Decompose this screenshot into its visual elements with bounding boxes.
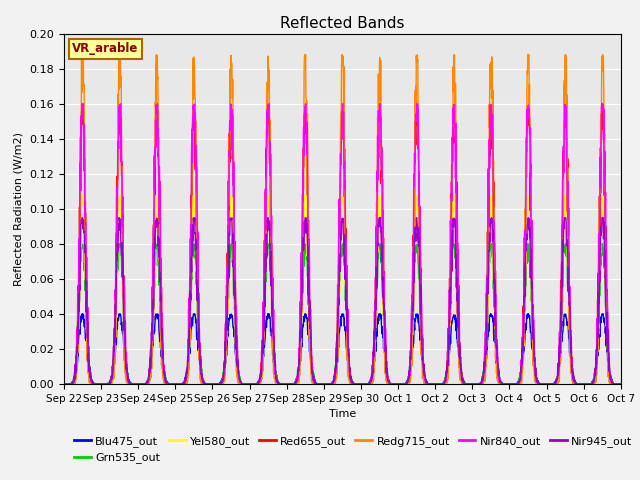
Blu475_out (504, 381, 512, 387)
Grn535_out (562, 241, 570, 247)
Nir945_out (617, 381, 625, 387)
Redg715_out (568, 371, 575, 377)
Nir945_out (598, 215, 606, 220)
Nir840_out (359, 381, 367, 387)
Red655_out (216, 381, 223, 387)
Yel580_out (216, 381, 223, 387)
Yel580_out (561, 192, 569, 198)
Text: VR_arable: VR_arable (72, 42, 139, 55)
Nir840_out (60, 381, 68, 387)
Nir840_out (339, 101, 346, 107)
Grn535_out (617, 381, 625, 387)
Redg715_out (504, 381, 512, 387)
Grn535_out (504, 381, 512, 387)
Nir840_out (584, 381, 591, 387)
Y-axis label: Reflected Radiation (W/m2): Reflected Radiation (W/m2) (14, 132, 24, 286)
Yel580_out (617, 381, 625, 387)
Blu475_out (617, 381, 625, 387)
Nir945_out (504, 381, 512, 387)
Red655_out (568, 354, 575, 360)
Nir945_out (371, 337, 378, 343)
Yel580_out (584, 381, 591, 387)
Grn535_out (216, 381, 223, 387)
Grn535_out (584, 381, 591, 387)
Grn535_out (358, 381, 366, 387)
Title: Reflected Bands: Reflected Bands (280, 16, 404, 31)
Redg715_out (525, 52, 532, 58)
Yel580_out (568, 369, 575, 375)
Line: Yel580_out: Yel580_out (64, 195, 621, 384)
Red655_out (617, 381, 625, 387)
Grn535_out (568, 367, 575, 373)
Red655_out (60, 381, 68, 387)
Nir945_out (216, 381, 223, 387)
Redg715_out (216, 381, 223, 387)
Nir840_out (617, 381, 625, 387)
Nir945_out (568, 364, 575, 370)
Nir945_out (583, 381, 591, 387)
Redg715_out (371, 342, 378, 348)
Line: Red655_out: Red655_out (64, 107, 621, 384)
Red655_out (584, 381, 591, 387)
Red655_out (152, 104, 160, 110)
Redg715_out (358, 381, 366, 387)
Nir945_out (60, 381, 68, 387)
Yel580_out (504, 381, 512, 387)
Red655_out (359, 381, 367, 387)
Line: Grn535_out: Grn535_out (64, 244, 621, 384)
Line: Blu475_out: Blu475_out (64, 314, 621, 384)
Red655_out (371, 336, 379, 342)
X-axis label: Time: Time (329, 409, 356, 419)
Grn535_out (60, 381, 68, 387)
Redg715_out (60, 381, 68, 387)
Line: Redg715_out: Redg715_out (64, 55, 621, 384)
Nir840_out (371, 336, 379, 342)
Nir945_out (358, 381, 366, 387)
Line: Nir840_out: Nir840_out (64, 104, 621, 384)
Legend: Blu475_out, Grn535_out, Yel580_out, Red655_out, Redg715_out, Nir840_out, Nir945_: Blu475_out, Grn535_out, Yel580_out, Red6… (70, 432, 637, 468)
Redg715_out (584, 381, 591, 387)
Red655_out (504, 381, 512, 387)
Line: Nir945_out: Nir945_out (64, 217, 621, 384)
Blu475_out (264, 311, 271, 317)
Blu475_out (216, 381, 223, 387)
Blu475_out (371, 356, 379, 361)
Yel580_out (60, 381, 68, 387)
Yel580_out (371, 348, 378, 354)
Yel580_out (358, 381, 366, 387)
Nir840_out (568, 361, 575, 367)
Redg715_out (617, 381, 625, 387)
Blu475_out (568, 370, 575, 376)
Blu475_out (359, 381, 367, 387)
Nir840_out (216, 381, 223, 387)
Blu475_out (584, 381, 591, 387)
Nir840_out (504, 381, 512, 387)
Grn535_out (371, 350, 378, 356)
Blu475_out (60, 381, 68, 387)
